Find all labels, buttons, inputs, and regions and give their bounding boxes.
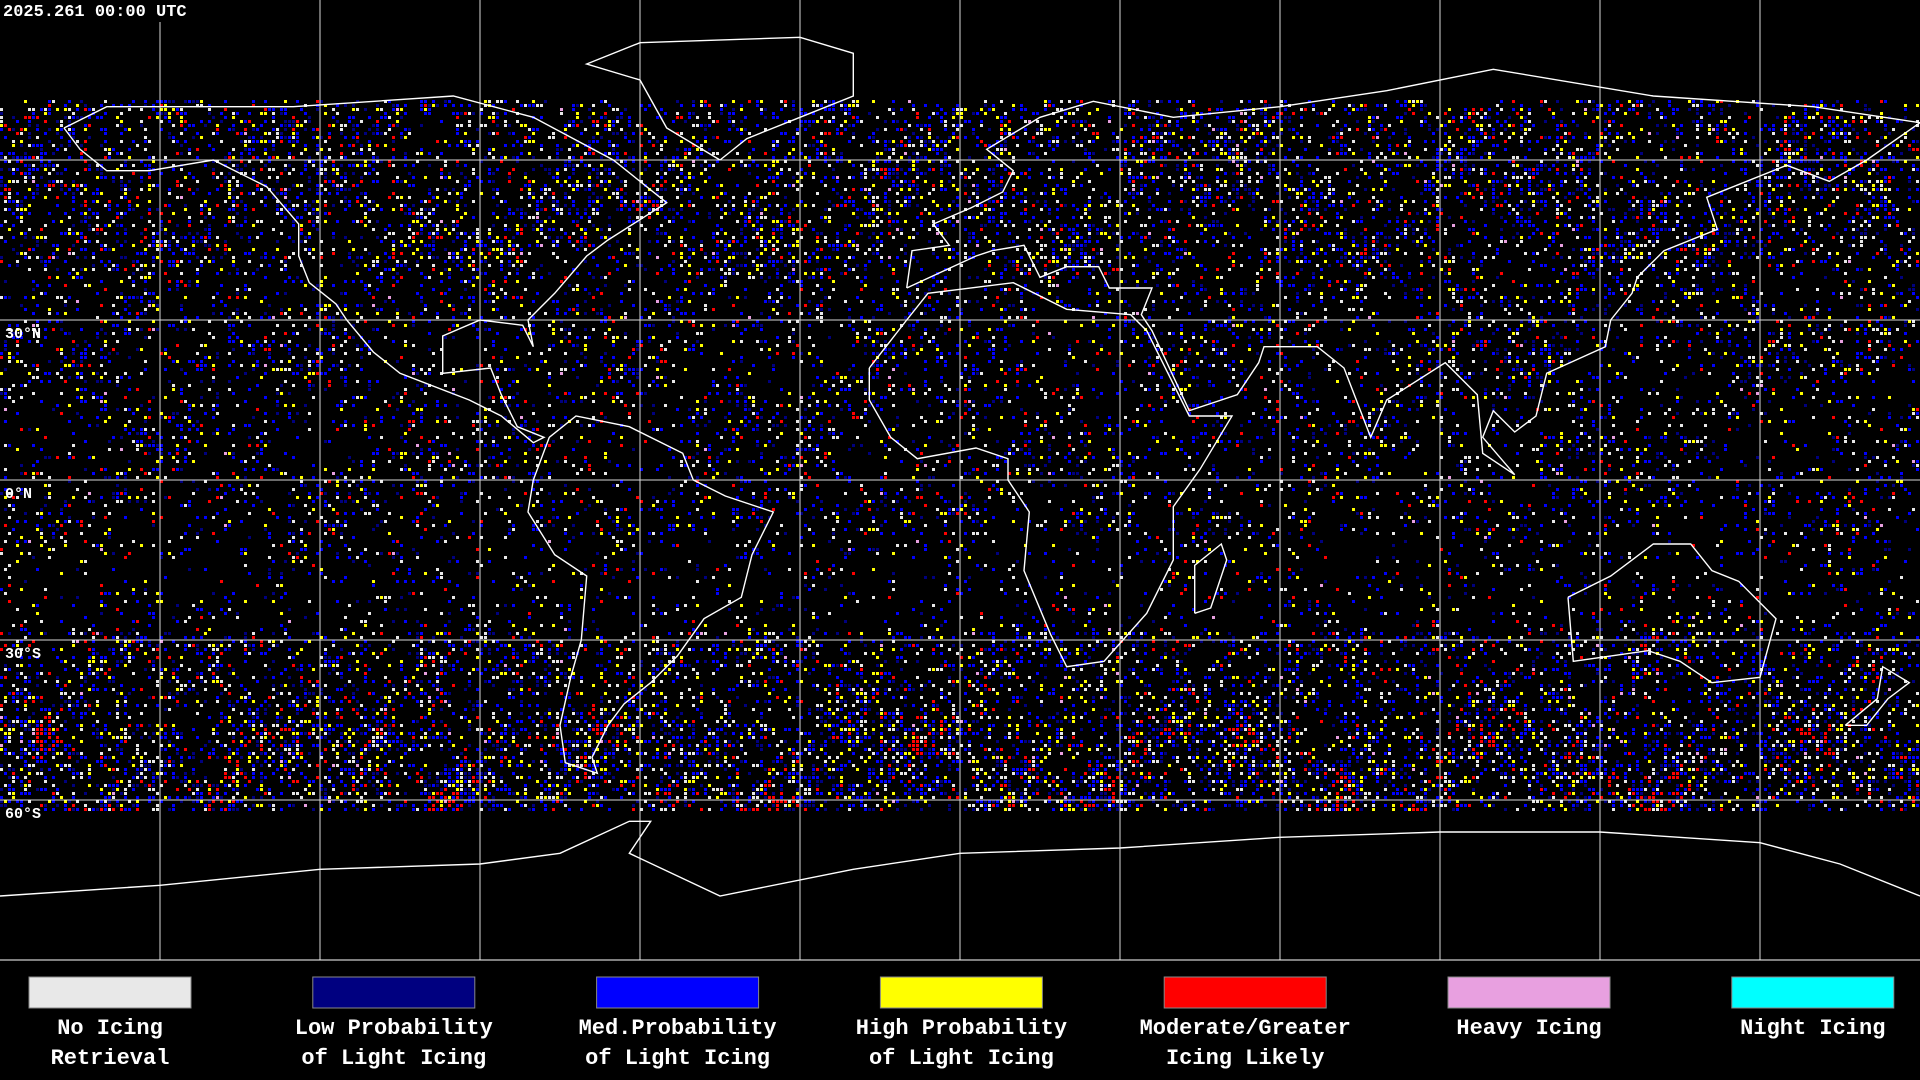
legend-label: of Light Icing — [585, 1046, 770, 1071]
coastline — [906, 68, 1920, 476]
legend: No Icing Retrieval Low Probability of Light… — [28, 976, 1895, 1071]
legend-swatch — [1731, 976, 1895, 1009]
latitude-label: 60°S — [5, 806, 41, 823]
timestamp: 2025.261 00:00 UTC — [3, 3, 187, 22]
timestamp-bg — [0, 0, 222, 22]
coastline — [868, 281, 1234, 668]
graticule — [0, 0, 1920, 960]
coastline — [0, 820, 1920, 897]
coastline — [1844, 665, 1911, 726]
legend-label: Icing Likely — [1166, 1046, 1324, 1071]
latitude-label: 30°N — [5, 326, 41, 343]
legend-swatch — [879, 976, 1043, 1009]
legend-label: No Icing — [57, 1016, 163, 1041]
legend-label: Moderate/Greater — [1140, 1016, 1351, 1041]
legend-label: Retrieval — [51, 1046, 170, 1071]
legend-label: Med.Probability — [579, 1016, 777, 1041]
legend-swatch — [1163, 976, 1327, 1009]
legend-swatch — [596, 976, 760, 1009]
legend-label: of Light Icing — [301, 1046, 486, 1071]
legend-label: of Light Icing — [869, 1046, 1054, 1071]
latitude-label: 30°S — [5, 646, 41, 663]
legend-label: Night Icing — [1740, 1016, 1885, 1041]
legend-swatch — [28, 976, 192, 1009]
legend-label: High Probability — [856, 1016, 1067, 1041]
latitude-label: 0°N — [5, 486, 32, 503]
legend-label: Heavy Icing — [1456, 1016, 1601, 1041]
legend-swatch — [1447, 976, 1611, 1009]
latitude-labels: 30°N 0°N 30°S 60°S — [5, 326, 41, 823]
legend-label: Low Probability — [295, 1016, 493, 1041]
coastline — [1567, 543, 1777, 684]
coastline — [1194, 542, 1228, 614]
legend-swatch — [312, 976, 476, 1009]
